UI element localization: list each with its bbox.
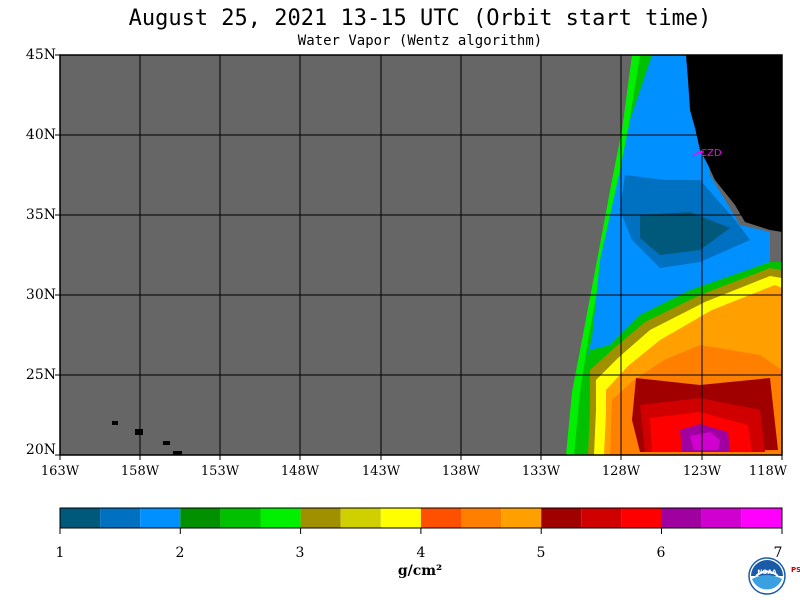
cb-swatch-11 — [461, 508, 502, 528]
cb-swatch-5 — [220, 508, 261, 528]
cb-label-1: 1 — [55, 545, 65, 561]
hawaiian-islands — [112, 421, 182, 455]
cb-label-4: 4 — [416, 545, 426, 561]
cb-label-5: 5 — [536, 545, 546, 561]
lon-label-163w: 163W — [40, 464, 80, 479]
lat-label-40n: 40N — [25, 127, 56, 143]
map-frame — [59, 54, 783, 456]
lon-label-133w: 133W — [521, 464, 561, 479]
cb-swatch-8 — [340, 508, 381, 528]
lon-label-118w: 118W — [748, 464, 788, 479]
island-oahu — [135, 429, 143, 435]
noaa-logo-icon: NOAA — [748, 557, 786, 595]
cb-swatch-1 — [60, 508, 101, 528]
station-label-czd: CZD — [700, 148, 722, 159]
lon-label-148w: 148W — [280, 464, 320, 479]
cb-swatch-17 — [701, 508, 742, 528]
cb-swatch-14 — [581, 508, 622, 528]
cb-label-6: 6 — [656, 545, 666, 561]
cb-swatch-6 — [260, 508, 301, 528]
cb-label-7: 7 — [773, 545, 783, 561]
map-title: August 25, 2021 13-15 UTC (Orbit start t… — [128, 6, 712, 31]
island-maui — [163, 441, 170, 445]
cb-swatch-4 — [180, 508, 221, 528]
water-vapor-field — [566, 55, 782, 455]
noaa-logo-text: NOAA — [757, 569, 777, 576]
cb-swatch-3 — [140, 508, 181, 528]
map-subtitle: Water Vapor (Wentz algorithm) — [297, 33, 543, 49]
cb-swatch-16 — [661, 508, 702, 528]
cb-swatch-15 — [621, 508, 662, 528]
wv-band-navy — [640, 212, 730, 255]
cb-ticks — [59, 528, 783, 534]
colorbar-unit-label: g/cm² — [397, 563, 443, 579]
land-mass — [686, 55, 782, 232]
island-hawaii — [173, 451, 182, 455]
cb-swatch-7 — [300, 508, 341, 528]
cb-swatch-13 — [541, 508, 582, 528]
lat-label-20n: 20N — [25, 442, 56, 458]
lon-label-143w: 143W — [361, 464, 401, 479]
lat-label-45n: 45N — [25, 47, 56, 63]
colorbar — [59, 507, 783, 534]
lon-label-158w: 158W — [120, 464, 160, 479]
map-grid — [60, 55, 782, 455]
axis-ticks — [55, 54, 783, 460]
cb-swatch-18 — [741, 508, 782, 528]
psl-logo-text: PSL — [791, 566, 800, 574]
lat-label-30n: 30N — [25, 287, 56, 303]
cb-swatch-2 — [100, 508, 141, 528]
lat-label-35n: 35N — [25, 207, 56, 223]
cb-swatch-9 — [380, 508, 421, 528]
lon-label-128w: 128W — [601, 464, 641, 479]
station-marker-line — [692, 151, 704, 157]
station-marker-czd[interactable]: CZD — [692, 148, 722, 159]
lat-label-25n: 25N — [25, 367, 56, 383]
cb-swatch-12 — [501, 508, 542, 528]
cb-swatch-10 — [420, 508, 461, 528]
cb-label-3: 3 — [295, 545, 305, 561]
lon-label-123w: 123W — [682, 464, 722, 479]
cb-label-2: 2 — [175, 545, 185, 561]
wv-band-magenta — [690, 432, 720, 450]
lon-label-153w: 153W — [200, 464, 240, 479]
island-kauai — [112, 421, 118, 425]
lon-label-138w: 138W — [441, 464, 481, 479]
